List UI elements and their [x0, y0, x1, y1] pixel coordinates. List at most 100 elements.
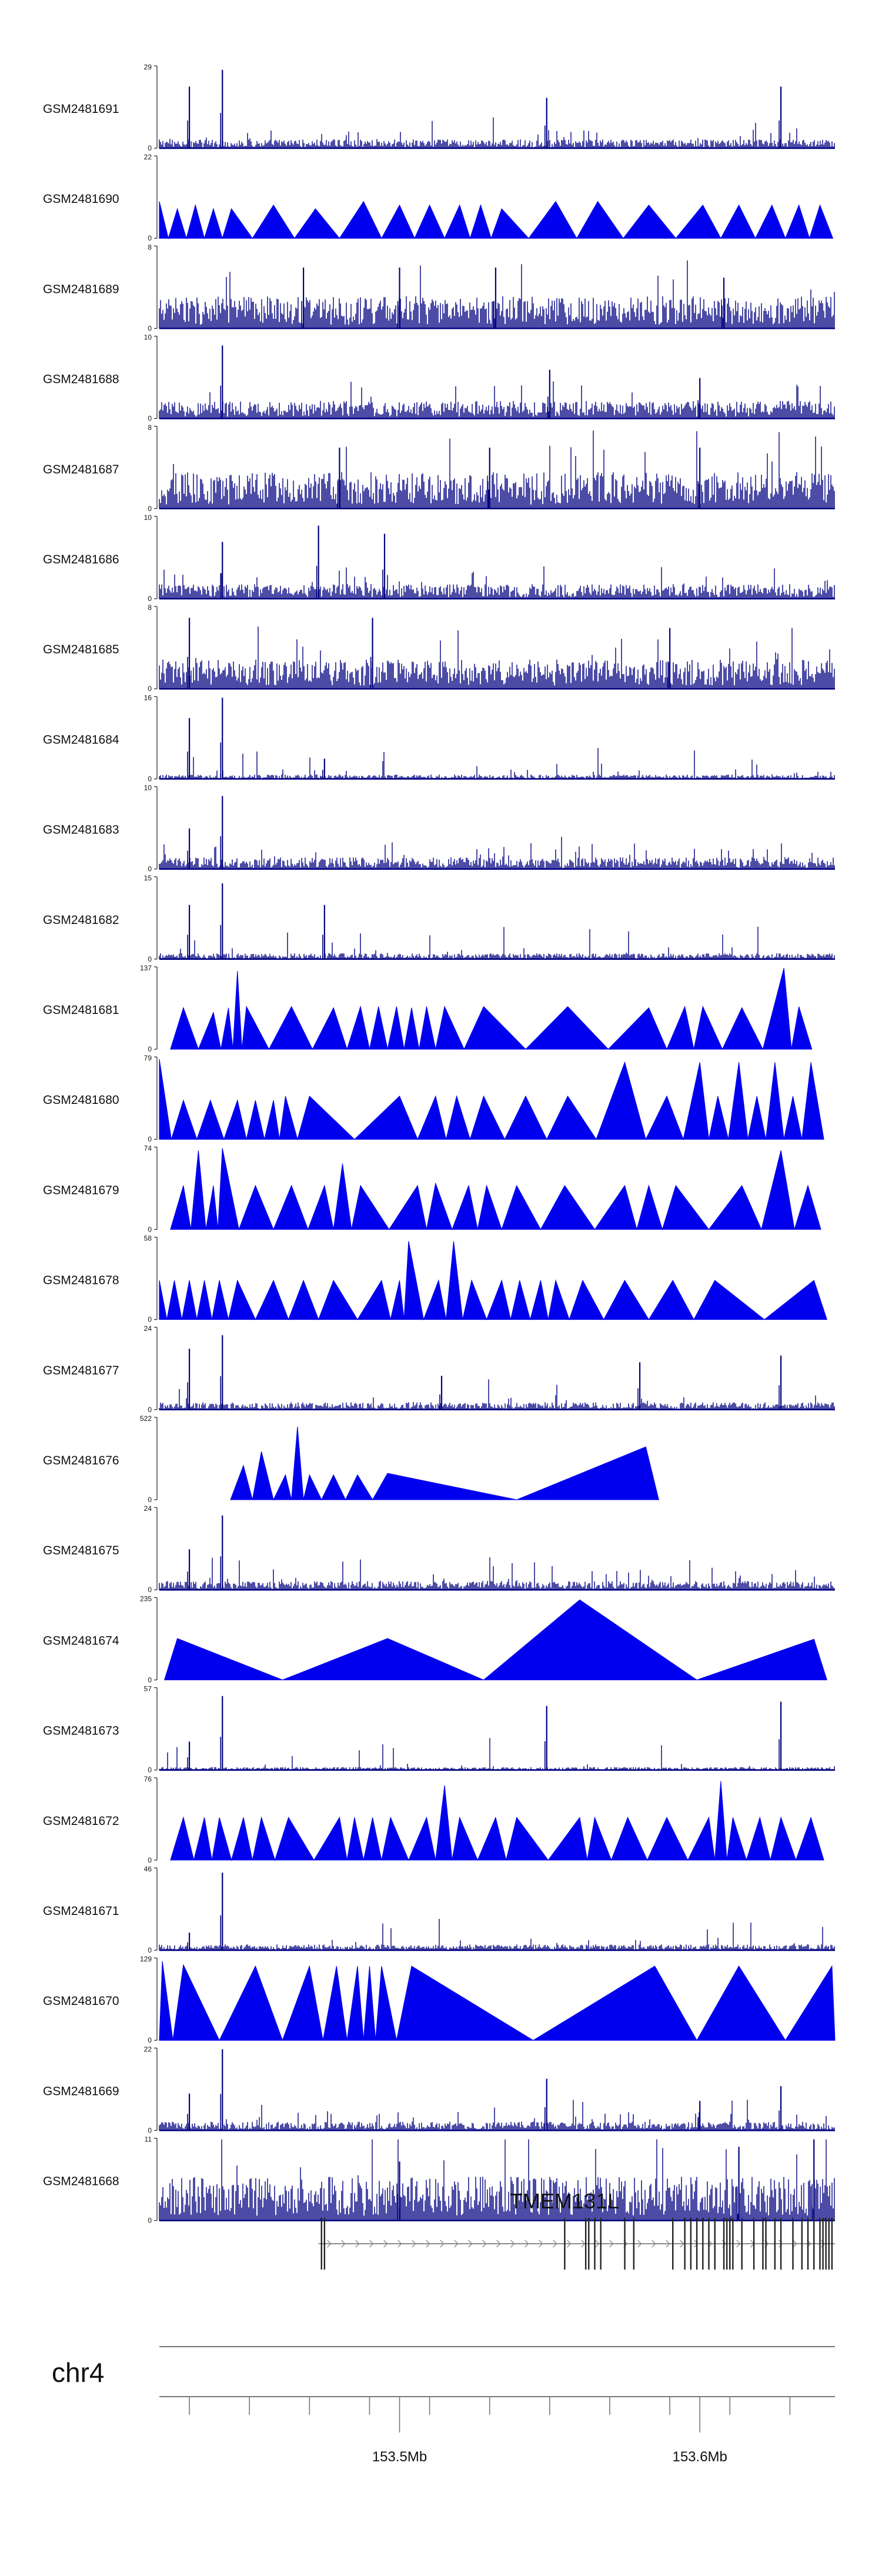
y-tick-max-label: 22 — [144, 153, 152, 161]
track-label: GSM2481687 — [43, 463, 119, 476]
strand-arrow — [482, 2240, 487, 2248]
track-GSM2481673: GSM2481673 57 0 — [43, 1685, 835, 1774]
strand-arrow — [595, 2240, 600, 2248]
track-GSM2481669: GSM2481669 22 0 — [43, 2045, 835, 2134]
strand-arrow — [397, 2240, 402, 2248]
track-label: GSM2481683 — [43, 823, 119, 837]
track-GSM2481671: GSM2481671 46 0 — [43, 1865, 835, 1954]
strand-arrow — [736, 2240, 741, 2248]
track-GSM2481676: GSM2481676 522 0 — [43, 1414, 659, 1504]
coverage-signal — [159, 837, 835, 869]
track-label: GSM2481689 — [43, 282, 119, 296]
track-GSM2481683: GSM2481683 10 0 — [43, 784, 835, 873]
y-tick-zero-label: 0 — [148, 1766, 152, 1774]
y-tick-zero-label: 0 — [148, 1316, 152, 1324]
gene-exon — [584, 2218, 587, 2270]
y-tick-max-label: 10 — [144, 784, 152, 792]
coverage-area — [159, 201, 834, 240]
track-GSM2481672: GSM2481672 76 0 — [43, 1775, 824, 1864]
coverage-area — [163, 1599, 827, 1680]
strand-arrow — [327, 2240, 332, 2248]
y-tick-zero-label: 0 — [148, 1406, 152, 1414]
gene-exon — [684, 2218, 686, 2270]
gene-exon — [801, 2218, 803, 2270]
y-tick-zero-label: 0 — [148, 144, 152, 152]
gene-exon — [672, 2218, 674, 2270]
y-tick-max-label: 522 — [140, 1414, 152, 1423]
strand-arrow — [637, 2240, 642, 2248]
y-tick-max-label: 129 — [140, 1955, 152, 1963]
gene-exon — [792, 2218, 794, 2270]
coverage-signal — [159, 431, 835, 509]
y-tick-max-label: 76 — [144, 1775, 152, 1783]
y-tick-zero-label: 0 — [148, 595, 152, 603]
gene-exon — [708, 2218, 710, 2270]
y-tick-zero-label: 0 — [148, 775, 152, 783]
track-GSM2481686: GSM2481686 10 0 — [43, 513, 835, 603]
gene-exon — [714, 2218, 716, 2270]
gene-exon — [753, 2218, 755, 2270]
y-tick-max-label: 15 — [144, 874, 152, 882]
gene-exon — [813, 2218, 815, 2270]
strand-arrow — [369, 2240, 374, 2248]
coverage-signal — [159, 117, 835, 148]
y-tick-max-label: 137 — [140, 964, 152, 972]
y-tick-max-label: 16 — [144, 693, 152, 702]
gene-exon — [696, 2218, 698, 2270]
gene-exon — [729, 2218, 731, 2270]
coverage-signal — [159, 926, 835, 959]
gene-exon — [320, 2218, 322, 2270]
strand-arrow — [694, 2240, 699, 2248]
chromosome-label: chr4 — [52, 2357, 104, 2388]
coverage-area — [159, 1059, 824, 1141]
y-tick-max-label: 24 — [144, 1324, 152, 1333]
track-label: GSM2481684 — [43, 733, 119, 746]
y-tick-zero-label: 0 — [148, 1045, 152, 1053]
y-tick-max-label: 8 — [148, 603, 152, 612]
coverage-signal — [159, 1918, 835, 1950]
gene-exon — [819, 2218, 821, 2270]
gene-exon — [825, 2218, 827, 2270]
strand-arrow — [454, 2240, 459, 2248]
strand-arrow — [412, 2240, 416, 2248]
strand-arrow — [666, 2240, 670, 2248]
y-tick-max-label: 74 — [144, 1144, 152, 1152]
track-GSM2481690: GSM2481690 22 0 — [43, 153, 834, 242]
track-label: GSM2481686 — [43, 553, 119, 566]
coverage-signal — [159, 381, 835, 419]
gene-exon — [828, 2218, 830, 2270]
strand-arrow — [341, 2240, 346, 2248]
track-GSM2481685: GSM2481685 8 0 — [43, 603, 835, 693]
coverage-signal — [159, 1738, 835, 1770]
coverage-area — [170, 1781, 824, 1861]
y-tick-zero-label: 0 — [148, 2217, 152, 2225]
coverage-signal — [159, 2100, 835, 2131]
gene-exon — [732, 2218, 734, 2270]
strand-arrow — [355, 2240, 360, 2248]
track-label: GSM2481675 — [43, 1544, 119, 1557]
y-tick-zero-label: 0 — [148, 415, 152, 423]
gene-exon — [633, 2218, 635, 2270]
y-tick-max-label: 79 — [144, 1054, 152, 1062]
y-tick-zero-label: 0 — [148, 2036, 152, 2044]
coverage-signal — [159, 2139, 835, 2221]
y-tick-max-label: 58 — [144, 1234, 152, 1243]
y-tick-max-label: 22 — [144, 2045, 152, 2053]
track-label: GSM2481685 — [43, 643, 119, 656]
track-label: GSM2481670 — [43, 1994, 119, 2008]
track-GSM2481670: GSM2481670 129 0 — [43, 1955, 836, 2044]
track-label: GSM2481690 — [43, 192, 119, 206]
y-tick-max-label: 10 — [144, 513, 152, 522]
gene-track: TMEM131L — [318, 2189, 835, 2270]
gene-exon — [741, 2218, 743, 2270]
gene-exon — [702, 2218, 704, 2270]
y-tick-zero-label: 0 — [148, 234, 152, 242]
strand-arrow — [383, 2240, 388, 2248]
y-tick-zero-label: 0 — [148, 865, 152, 873]
gene-exon — [726, 2218, 728, 2270]
gene-exon — [690, 2218, 692, 2270]
track-label: GSM2481679 — [43, 1183, 119, 1197]
strand-arrow — [652, 2240, 656, 2248]
y-tick-max-label: 57 — [144, 1685, 152, 1693]
